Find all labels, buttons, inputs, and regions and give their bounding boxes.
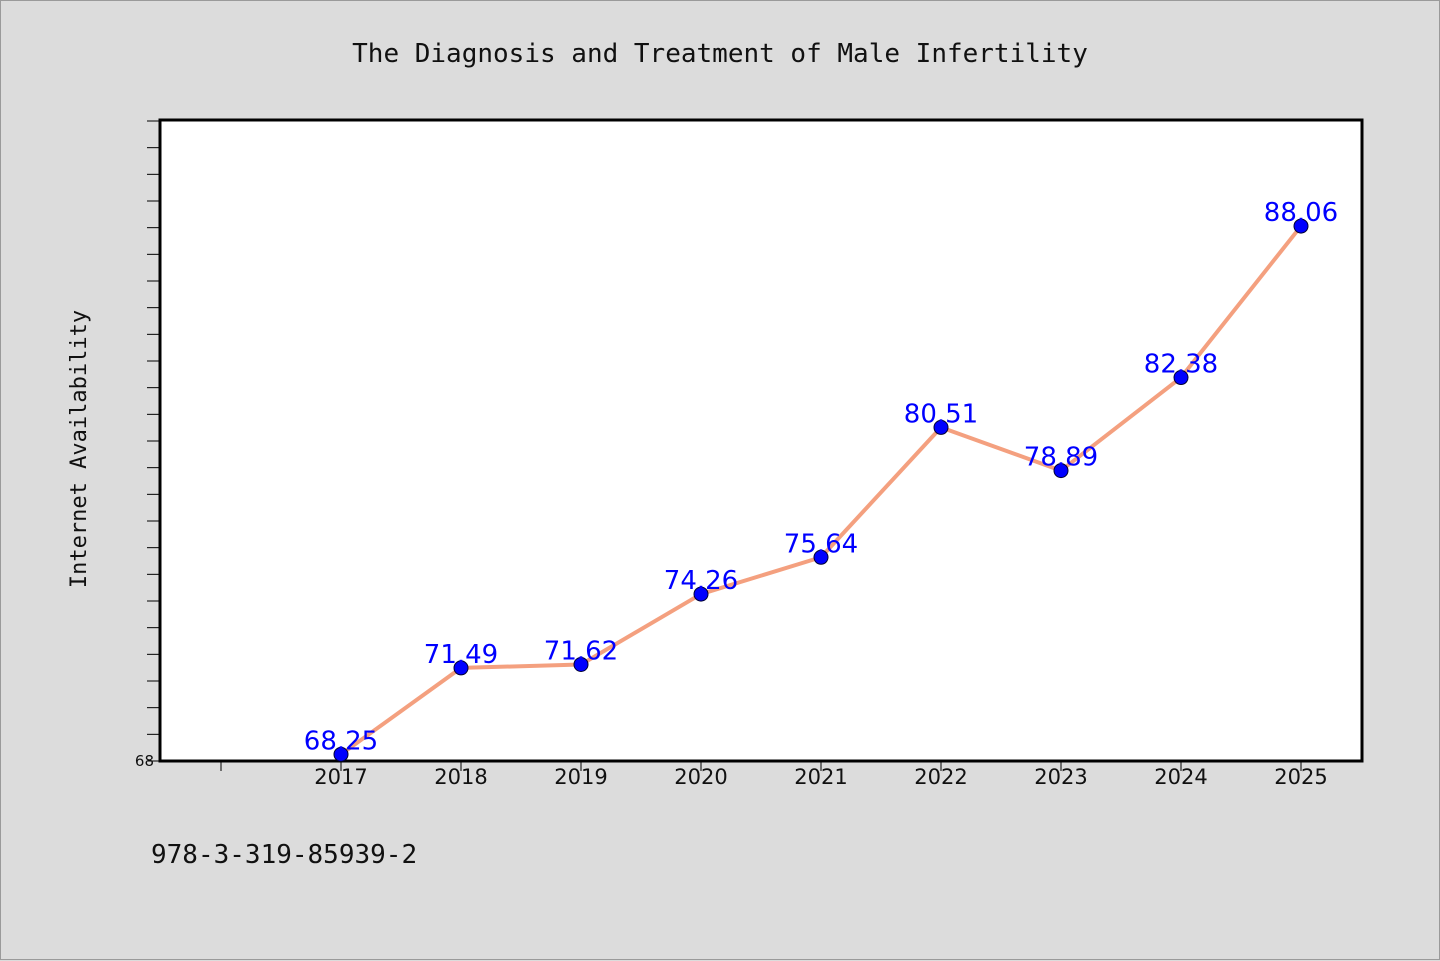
data-label: 80.51 [904, 399, 978, 429]
plot-area [158, 118, 1364, 763]
data-point [1173, 370, 1189, 386]
data-point [813, 549, 829, 565]
y-tick-label: 68 [135, 752, 154, 770]
data-label: 74.26 [664, 566, 738, 596]
data-label: 71.62 [544, 636, 618, 666]
data-point [933, 419, 949, 435]
y-axis-label: Internet Availability [67, 310, 92, 588]
x-tick-label: 2019 [554, 765, 607, 789]
x-tick-label: 2025 [1274, 765, 1327, 789]
x-tick-label: 2021 [794, 765, 847, 789]
data-label: 82.38 [1144, 350, 1218, 380]
series-points [333, 218, 1309, 762]
data-label: 71.49 [424, 640, 498, 670]
chart-title: The Diagnosis and Treatment of Male Infe… [352, 39, 1088, 69]
x-tick-label: 2024 [1154, 765, 1207, 789]
data-label: 68.25 [304, 726, 378, 756]
x-tick-label: 2022 [914, 765, 967, 789]
data-label: 88.06 [1264, 198, 1338, 228]
x-axis-ticks: 2017 2018 2019 2020 2021 2022 2023 2024 2025 [220, 761, 1328, 789]
x-tick-label: 2023 [1034, 765, 1087, 789]
data-point [573, 656, 589, 672]
data-labels: 68.25 71.49 71.62 74.26 75.64 80.51 78.89 82.38… [304, 198, 1338, 756]
data-point [453, 660, 469, 676]
footnote: 978-3-319-85939-2 [151, 840, 417, 870]
data-label: 78.89 [1024, 443, 1098, 473]
x-tick-label: 2018 [434, 765, 487, 789]
x-tick-label: 2020 [674, 765, 727, 789]
y-axis-ticks: 68 [135, 120, 161, 770]
data-point [1053, 463, 1069, 479]
data-point [693, 586, 709, 602]
data-label: 75.64 [784, 529, 858, 559]
data-point [333, 746, 349, 762]
x-tick-label: 2017 [314, 765, 367, 789]
data-point [1293, 218, 1309, 234]
